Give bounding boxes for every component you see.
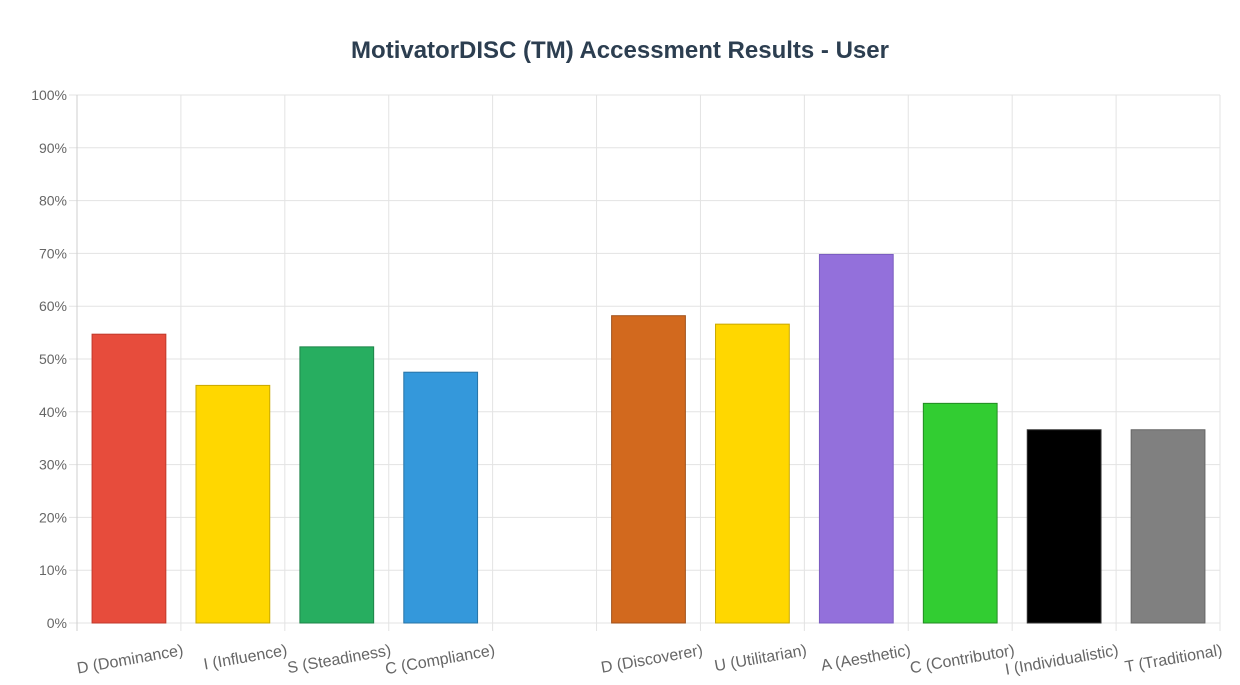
- x-tick-label: D (Discoverer): [600, 642, 705, 677]
- bar: [1130, 429, 1206, 624]
- x-tick-label: C (Contributor): [909, 642, 1016, 677]
- x-tick-label: D (Dominance): [76, 642, 185, 677]
- y-tick-label: 80%: [39, 193, 67, 209]
- bar: [715, 323, 790, 624]
- y-tick-label: 50%: [39, 351, 67, 367]
- x-tick-label: C (Compliance): [384, 642, 496, 678]
- bar: [818, 253, 894, 624]
- bar: [1026, 429, 1102, 624]
- y-tick-label: 90%: [39, 140, 67, 156]
- x-tick-label: I (Individualistic): [1004, 642, 1120, 679]
- y-tick-label: 40%: [39, 404, 67, 420]
- grid: [69, 94, 1221, 631]
- bar: [403, 371, 479, 624]
- bar: [299, 346, 375, 624]
- y-tick-label: 60%: [39, 298, 67, 314]
- y-tick-label: 20%: [39, 509, 67, 525]
- bar: [195, 384, 271, 624]
- bar: [922, 402, 998, 624]
- x-tick-label: A (Aesthetic): [820, 642, 912, 674]
- y-tick-label: 100%: [31, 87, 67, 103]
- y-tick-label: 0%: [47, 615, 67, 631]
- y-tick-label: 70%: [39, 245, 67, 261]
- bars: [91, 253, 1206, 624]
- bar: [91, 333, 167, 624]
- x-tick-label: T (Traditional): [1124, 642, 1224, 676]
- chart-title: MotivatorDISC (TM) Accessment Results - …: [351, 37, 889, 64]
- bar: [611, 315, 686, 624]
- y-tick-label: 30%: [39, 457, 67, 473]
- x-tick-label: U (Utilitarian): [713, 642, 808, 675]
- x-tick-label: I (Influence): [202, 642, 288, 673]
- x-tick-label: S (Steadiness): [286, 642, 392, 677]
- y-tick-label: 10%: [39, 562, 67, 578]
